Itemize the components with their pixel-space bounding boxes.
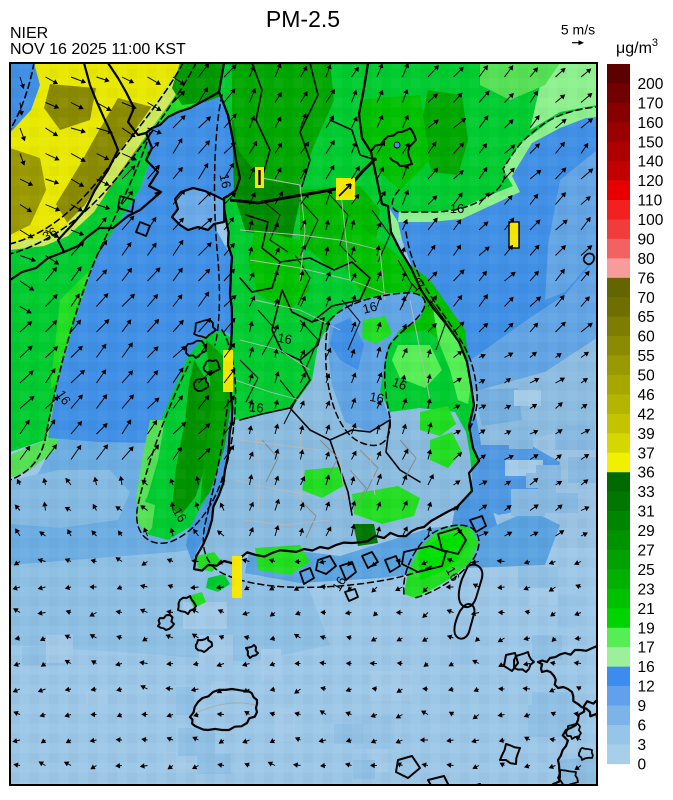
svg-text:19: 19: [638, 620, 655, 637]
svg-text:NIER: NIER: [10, 25, 48, 42]
svg-text:50: 50: [638, 368, 656, 385]
svg-text:36: 36: [638, 465, 655, 482]
svg-text:29: 29: [638, 523, 655, 540]
svg-text:37: 37: [638, 445, 655, 462]
svg-text:42: 42: [638, 406, 655, 423]
svg-text:120: 120: [638, 173, 664, 190]
svg-text:160: 160: [638, 115, 664, 132]
svg-text:65: 65: [638, 309, 655, 326]
svg-text:140: 140: [638, 154, 664, 171]
svg-text:NOV 16 2025 11:00 KST: NOV 16 2025 11:00 KST: [10, 41, 186, 58]
svg-text:55: 55: [638, 348, 655, 365]
svg-text:80: 80: [638, 251, 656, 268]
svg-text:0: 0: [638, 756, 647, 773]
svg-text:16: 16: [638, 659, 655, 676]
svg-text:170: 170: [638, 95, 664, 112]
svg-text:70: 70: [638, 290, 656, 307]
svg-text:6: 6: [638, 718, 647, 735]
svg-text:9: 9: [638, 698, 647, 715]
svg-text:23: 23: [638, 581, 655, 598]
svg-text:60: 60: [638, 329, 656, 346]
svg-text:31: 31: [638, 504, 655, 521]
svg-text:PM-2.5: PM-2.5: [266, 6, 340, 32]
svg-text:200: 200: [638, 76, 664, 93]
svg-text:25: 25: [638, 562, 655, 579]
svg-text:33: 33: [638, 484, 655, 501]
svg-text:90: 90: [638, 232, 656, 249]
svg-text:12: 12: [638, 679, 655, 696]
svg-text:39: 39: [638, 426, 655, 443]
svg-text:5 m/s: 5 m/s: [561, 22, 595, 38]
svg-text:3: 3: [638, 737, 647, 754]
svg-text:46: 46: [638, 387, 655, 404]
svg-text:μg/m3: μg/m3: [616, 37, 658, 57]
svg-text:17: 17: [638, 640, 655, 657]
svg-text:27: 27: [638, 543, 655, 560]
svg-text:21: 21: [638, 601, 655, 618]
svg-text:150: 150: [638, 134, 664, 151]
svg-text:76: 76: [638, 270, 655, 287]
svg-text:100: 100: [638, 212, 664, 229]
svg-text:110: 110: [638, 193, 663, 210]
